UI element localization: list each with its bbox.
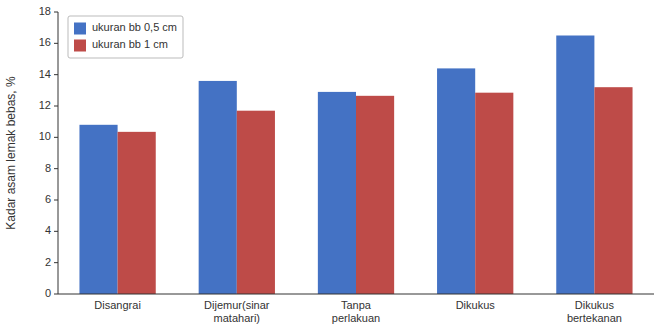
bar xyxy=(118,132,156,294)
legend-label: ukuran bb 0,5 cm xyxy=(92,21,177,33)
bar xyxy=(475,93,513,294)
y-axis-line xyxy=(58,12,59,294)
bar xyxy=(237,111,275,294)
x-tick-label-line: matahari) xyxy=(214,312,260,324)
y-tick-label: 18 xyxy=(39,5,51,17)
x-tick-label-line: Dijemur(sinar xyxy=(204,299,270,311)
y-tick-label: 14 xyxy=(39,68,51,80)
y-tick xyxy=(54,200,58,201)
legend: ukuran bb 0,5 cm ukuran bb 1 cm xyxy=(68,16,183,58)
y-tick xyxy=(54,43,58,44)
bar xyxy=(318,92,356,294)
y-tick xyxy=(54,294,58,295)
legend-box xyxy=(68,16,183,58)
x-tick-label: Dikukusbertekanan xyxy=(567,299,622,324)
legend-swatch xyxy=(74,23,86,35)
x-tick-label: Tanpaperlakuan xyxy=(332,299,380,324)
bar xyxy=(356,96,394,294)
bar xyxy=(199,81,237,294)
y-tick-label: 2 xyxy=(45,256,51,268)
y-tick-label: 6 xyxy=(45,193,51,205)
y-tick xyxy=(54,12,58,13)
x-axis-line xyxy=(58,294,654,295)
y-tick xyxy=(54,137,58,138)
y-axis-label: Kadar asam lemak bebas, % xyxy=(4,76,18,230)
y-tick-label: 8 xyxy=(45,162,51,174)
x-tick-label: Dijemur(sinarmatahari) xyxy=(204,299,270,324)
bar xyxy=(437,68,475,294)
chart-svg: 0 2 4 6 8 10 12 14 16 18 Kadar asam lemak bebas, %… xyxy=(0,0,666,336)
legend-label: ukuran bb 1 cm xyxy=(92,38,168,50)
y-tick-label: 4 xyxy=(45,224,51,236)
y-tick-label: 16 xyxy=(39,36,51,48)
x-tick-label-line: Dikukus xyxy=(456,299,496,311)
x-tick-label-line: Tanpa xyxy=(341,299,372,311)
x-tick-label: Dikukus xyxy=(456,299,496,311)
y-tick xyxy=(54,168,58,169)
y-tick xyxy=(54,262,58,263)
y-tick xyxy=(54,231,58,232)
x-tick-label: Disangrai xyxy=(94,299,140,311)
y-tick-label: 12 xyxy=(39,99,51,111)
x-tick-label-line: Disangrai xyxy=(94,299,140,311)
y-tick-label: 10 xyxy=(39,130,51,142)
chart-container: 0 2 4 6 8 10 12 14 16 18 Kadar asam lemak bebas, %… xyxy=(0,0,666,336)
bar xyxy=(556,36,594,295)
bars xyxy=(79,36,632,295)
x-tick-label-line: bertekanan xyxy=(567,312,622,324)
y-tick xyxy=(54,74,58,75)
legend-swatch xyxy=(74,40,86,52)
x-tick-label-line: perlakuan xyxy=(332,312,380,324)
bar xyxy=(594,87,632,294)
x-tick-label-line: Dikukus xyxy=(575,299,615,311)
y-tick-label: 0 xyxy=(45,287,51,299)
y-tick xyxy=(54,106,58,107)
bar xyxy=(79,125,117,294)
